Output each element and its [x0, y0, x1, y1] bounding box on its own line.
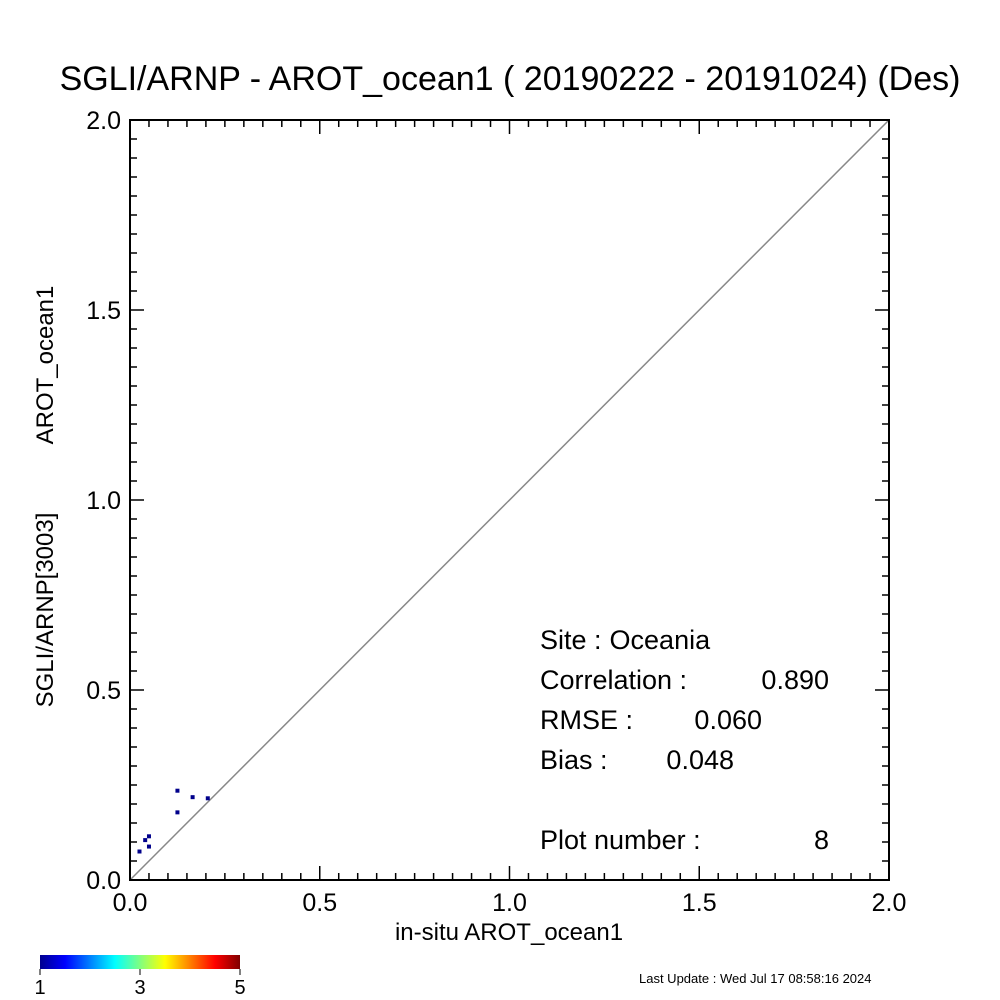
last-update-text: Last Update : Wed Jul 17 08:58:16 2024: [639, 971, 872, 986]
site-label: Site :: [540, 625, 602, 655]
data-point: [146, 834, 151, 839]
axes: 0.0 0.5 1.0 1.5 2.0 0.0 0.5 1.0 1.5 2.0: [86, 107, 906, 917]
x-axis-label: in-situ AROT_ocean1: [395, 919, 623, 946]
plot-number-value: 8: [814, 825, 829, 855]
rmse-value: 0.060: [694, 705, 762, 735]
bias-label: Bias :: [540, 745, 608, 775]
data-point: [175, 810, 180, 815]
y-axis-label-line2: AROT_ocean1: [32, 286, 59, 445]
site-value: Oceania: [610, 625, 712, 655]
y-tick-label: 1.0: [86, 487, 121, 515]
correlation-label: Correlation :: [540, 665, 687, 695]
data-point: [146, 844, 151, 849]
y-tick-label: 1.5: [86, 297, 121, 325]
x-tick-label: 2.0: [872, 889, 907, 917]
correlation-value: 0.890: [761, 665, 829, 695]
y-tick-label: 0.0: [86, 867, 121, 895]
stats-box: Site : Oceania Correlation : 0.890 RMSE :…: [540, 625, 829, 855]
x-tick-label: 0.0: [113, 889, 148, 917]
y-axis-label-line1: SGLI/ARNP[3003]: [32, 513, 59, 708]
data-point: [143, 838, 148, 843]
svg-text:Site :Oceania: Site : Oceania: [540, 625, 711, 655]
data-point: [205, 796, 210, 801]
colorbar-tick-label: 1: [34, 977, 45, 999]
bias-value: 0.048: [666, 745, 734, 775]
plot-number-label: Plot number :: [540, 825, 701, 855]
y-tick-label: 0.5: [86, 677, 121, 705]
y-tick-label: 2.0: [86, 107, 121, 135]
rmse-label: RMSE :: [540, 705, 633, 735]
colorbar: [40, 955, 240, 969]
data-point: [190, 795, 195, 800]
x-tick-label: 1.5: [682, 889, 717, 917]
plot-frame: [129, 119, 890, 881]
one-to-one-line: [129, 119, 890, 881]
colorbar-ticks: 1 3 5: [34, 969, 246, 999]
colorbar-tick-label: 3: [134, 977, 145, 999]
data-point: [175, 788, 180, 793]
x-tick-label: 1.0: [492, 889, 527, 917]
chart-title: SGLI/ARNP - AROT_ocean1 ( 20190222 - 201…: [60, 60, 961, 98]
data-point: [137, 849, 142, 854]
colorbar-tick-label: 5: [234, 977, 245, 999]
x-tick-label: 0.5: [302, 889, 337, 917]
data-points: [137, 788, 210, 854]
